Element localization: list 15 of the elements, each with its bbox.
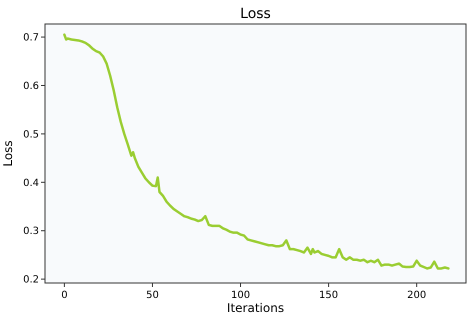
y-tick-label: 0.7 [23,32,39,44]
y-tick-label: 0.5 [23,129,39,140]
x-tick-label: 200 [407,290,426,301]
y-tick-label: 0.2 [23,274,39,286]
y-axis-title: Loss [1,140,15,167]
y-tick-label: 0.3 [23,226,39,238]
x-tick-label: 150 [319,290,338,301]
x-axis-title: Iterations [226,301,284,315]
x-tick-label: 0 [61,290,68,301]
y-tick-label: 0.4 [23,178,39,189]
line-series [63,33,450,270]
y-tick-label: 0.6 [23,80,39,92]
x-tick-label: 50 [146,290,159,301]
x-tick-label: 100 [230,290,250,301]
chart-title: Loss [240,6,271,22]
